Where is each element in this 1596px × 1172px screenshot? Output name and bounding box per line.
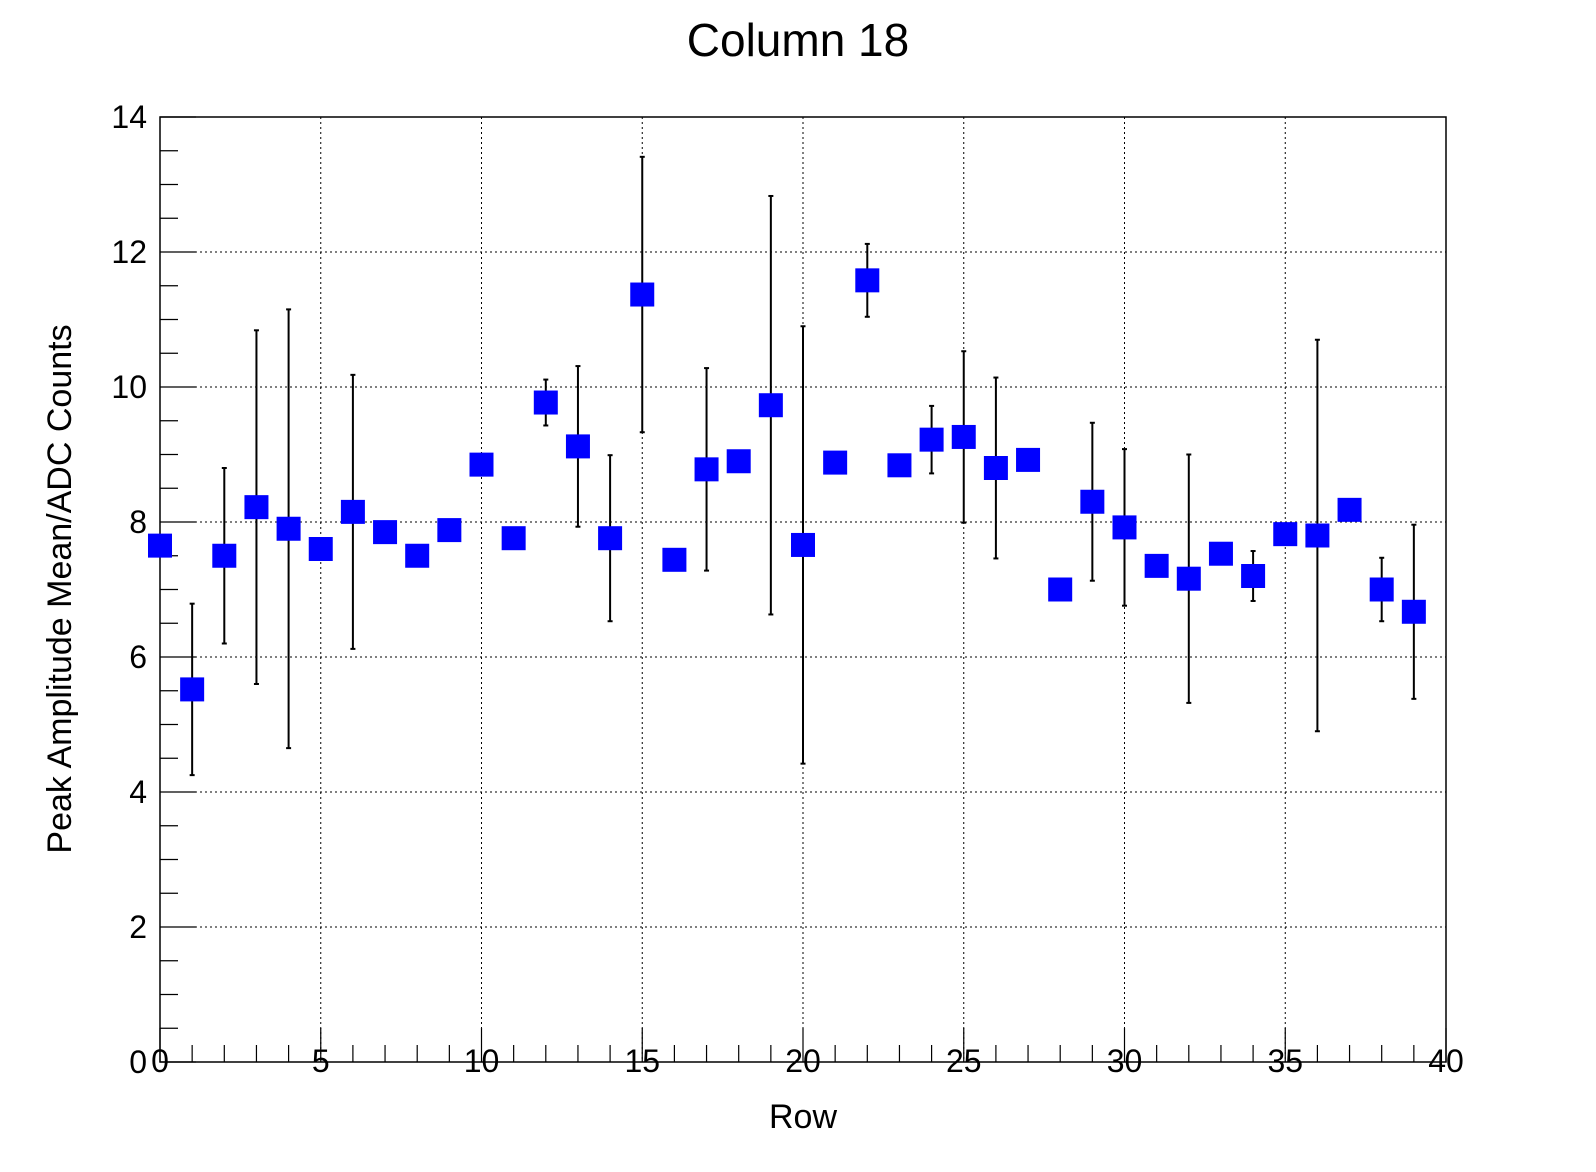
data-point	[1048, 577, 1073, 602]
data-point	[148, 533, 172, 558]
data-point	[405, 543, 430, 568]
x-tick-label: 40	[1428, 1043, 1464, 1079]
x-tick-label: 10	[464, 1043, 500, 1079]
data-point	[919, 427, 944, 452]
y-tick-label: 0	[129, 1044, 147, 1080]
data-point	[791, 532, 815, 557]
data-point	[244, 495, 269, 520]
data-point	[1273, 522, 1298, 547]
data-point	[212, 543, 237, 568]
y-tick-label: 8	[129, 504, 147, 540]
data-point	[1401, 599, 1426, 624]
data-point	[694, 457, 719, 482]
data-point	[887, 453, 912, 478]
x-tick-labels: 0 5 10 15 20 25 30 35 40	[151, 1043, 1464, 1079]
y-tick-label: 10	[111, 369, 147, 405]
data-point	[1112, 515, 1137, 540]
data-point	[340, 499, 365, 524]
data-point	[1080, 489, 1105, 514]
x-tick-label: 5	[312, 1043, 330, 1079]
chart-title: Column 18	[687, 14, 909, 66]
data-point	[308, 537, 333, 561]
data-point	[1208, 541, 1233, 566]
data-point	[180, 677, 205, 702]
x-axis-title: Row	[769, 1098, 837, 1136]
data-point	[533, 390, 558, 415]
y-tick-labels: 0 2 4 6 8 10 12 14	[111, 99, 147, 1080]
data-point	[437, 518, 462, 543]
error-bars	[189, 155, 1417, 777]
y-axis-title: Peak Amplitude Mean/ADC Counts	[41, 324, 79, 853]
data-point	[373, 520, 398, 545]
x-tick-label: 35	[1267, 1043, 1303, 1079]
data-point	[1241, 564, 1266, 588]
data-point	[726, 449, 751, 474]
data-point	[1305, 523, 1330, 548]
data-point	[1176, 566, 1201, 591]
data-point	[469, 452, 494, 477]
data-point	[1337, 497, 1362, 522]
data-point	[951, 424, 976, 449]
data-point	[630, 282, 655, 307]
y-tick-label: 14	[111, 99, 147, 135]
data-point	[1144, 553, 1169, 578]
axis-ticks	[159, 116, 1447, 1063]
data-point	[662, 547, 687, 572]
data-points	[148, 268, 1426, 702]
y-tick-label: 4	[129, 774, 147, 810]
data-point	[501, 526, 526, 551]
data-point	[855, 268, 880, 293]
data-point	[823, 450, 848, 475]
data-point	[598, 526, 623, 551]
data-point	[276, 516, 301, 541]
x-tick-label: 20	[785, 1043, 821, 1079]
x-tick-label: 25	[946, 1043, 982, 1079]
data-point	[1016, 447, 1041, 472]
x-tick-label: 30	[1107, 1043, 1143, 1079]
y-tick-label: 12	[111, 234, 147, 270]
data-point	[758, 393, 783, 418]
x-tick-label: 15	[624, 1043, 660, 1079]
y-tick-label: 2	[129, 909, 147, 945]
y-tick-label: 6	[129, 639, 147, 675]
grid	[160, 117, 1446, 1062]
data-point	[1369, 577, 1394, 602]
x-tick-label: 0	[151, 1043, 169, 1079]
data-point	[565, 434, 590, 459]
data-point	[983, 456, 1008, 480]
